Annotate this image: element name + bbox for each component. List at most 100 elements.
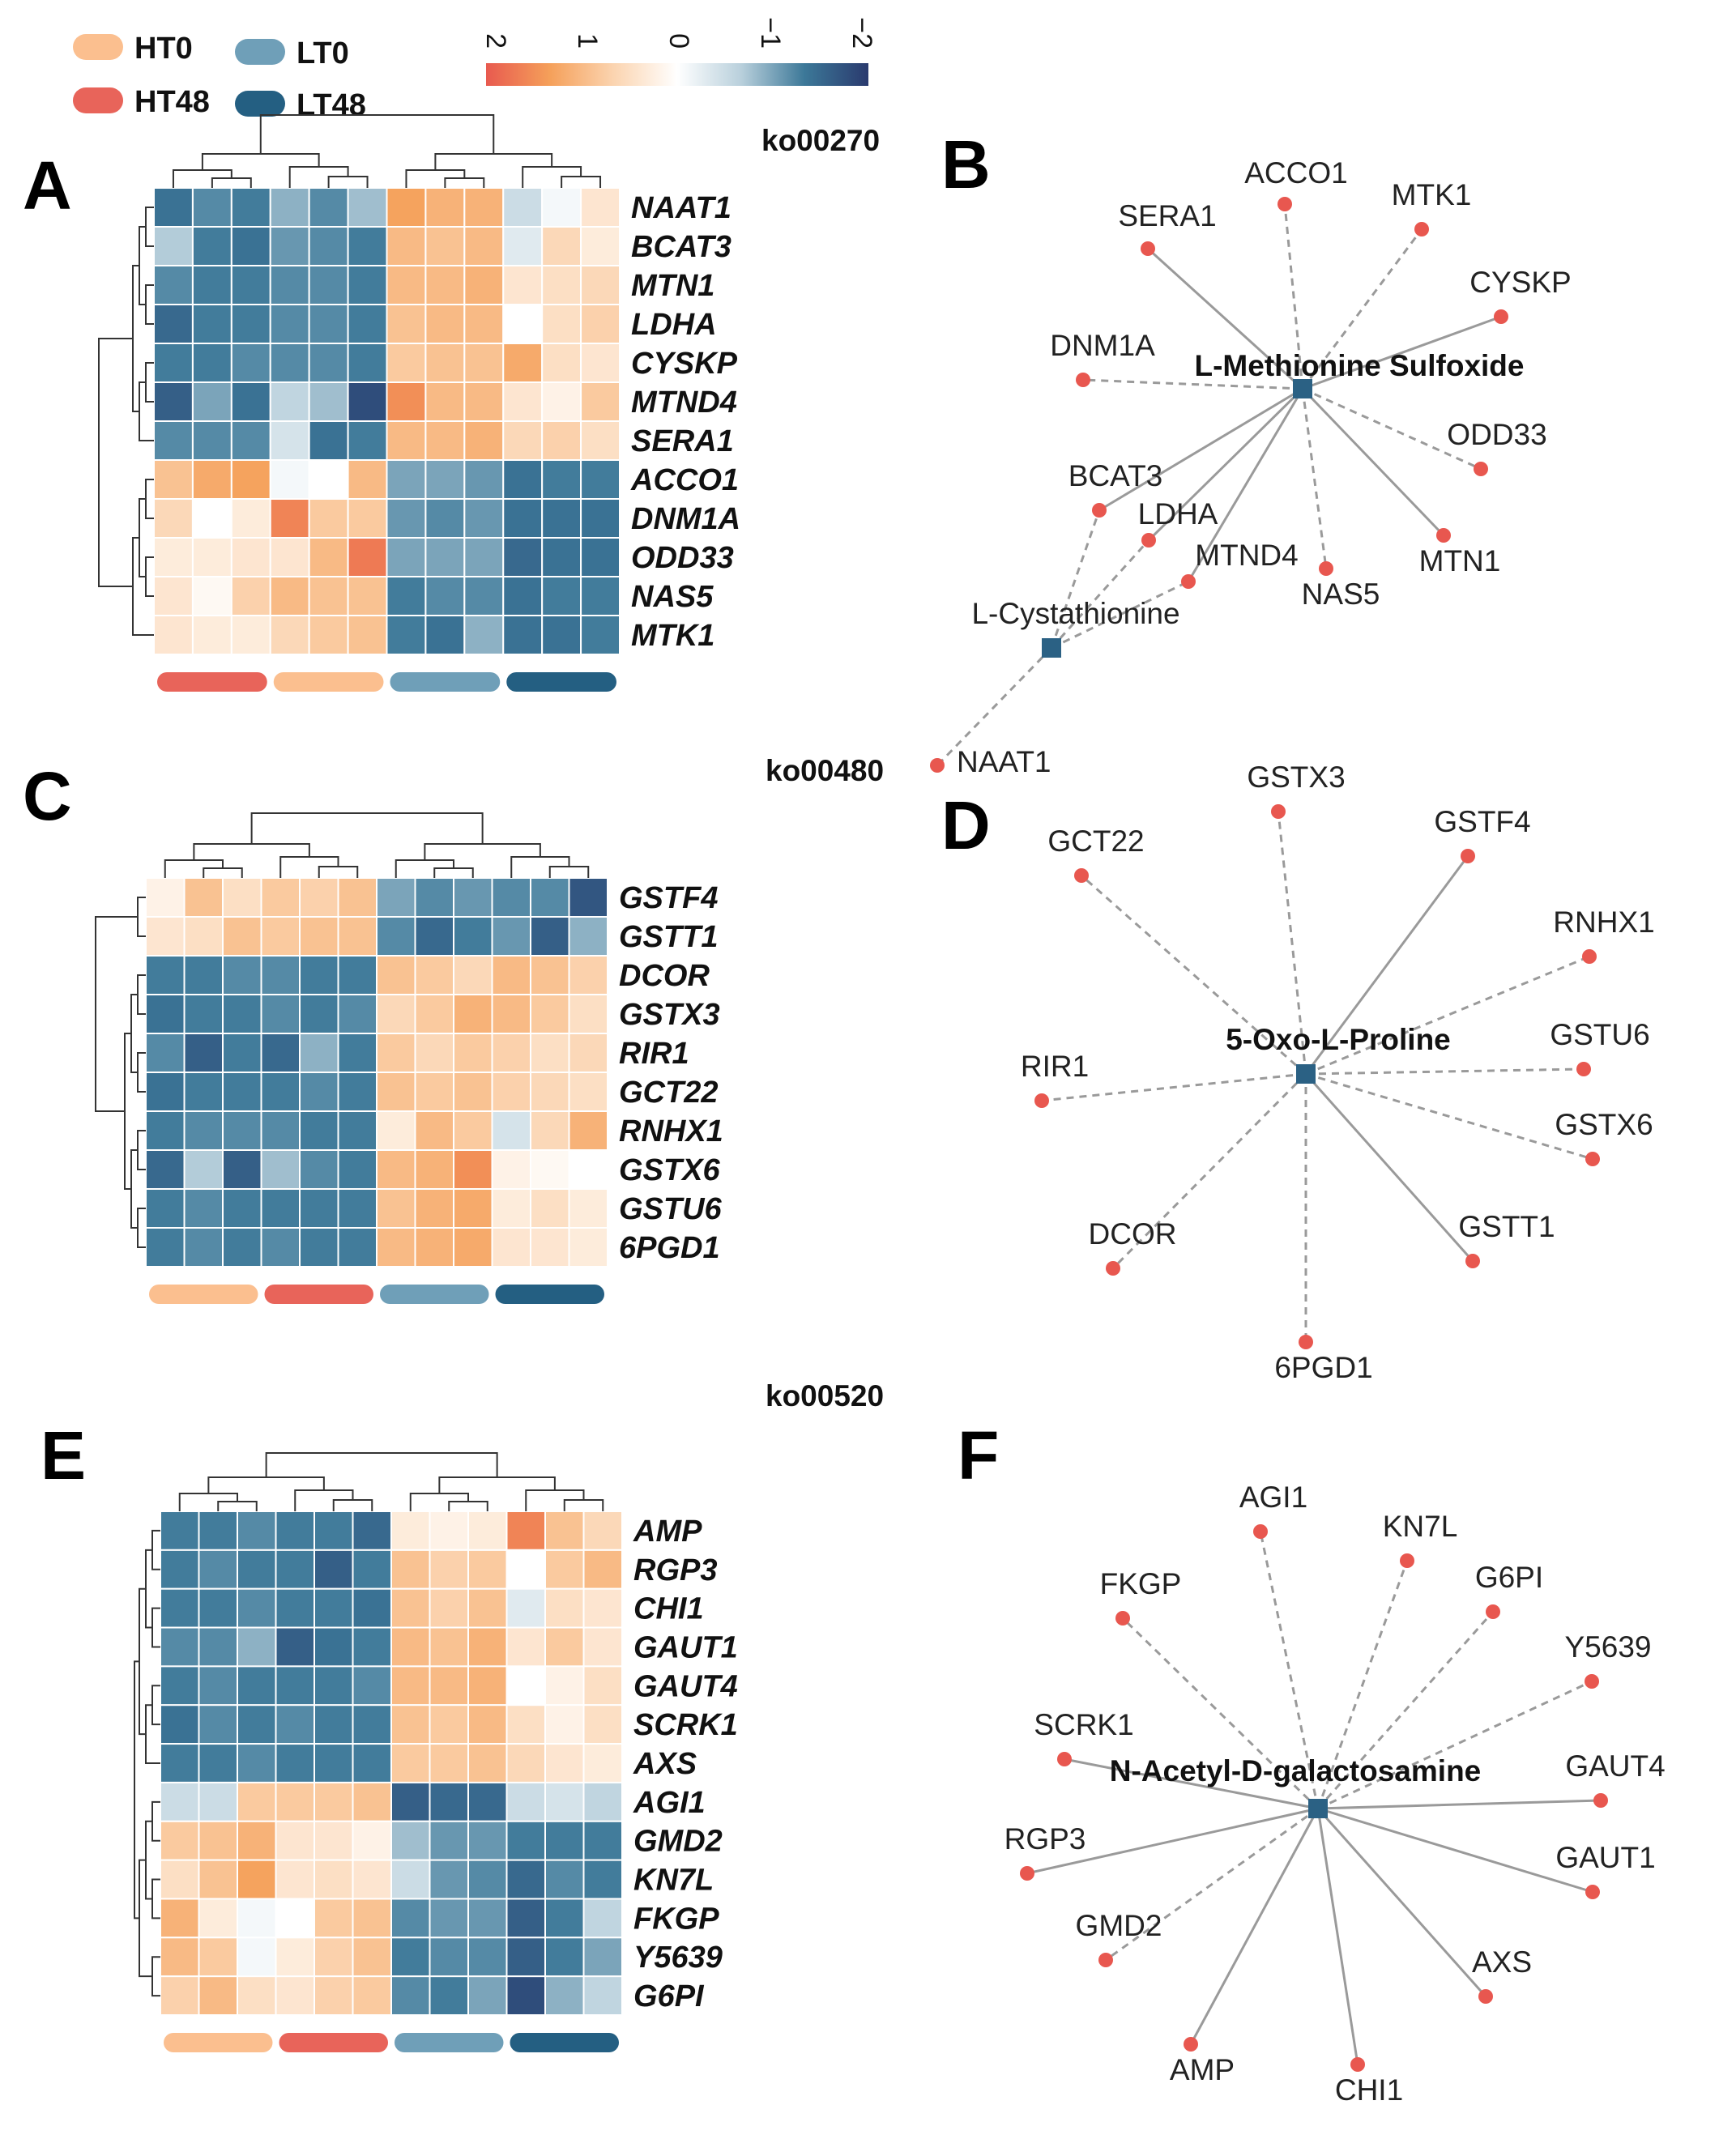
- legend-swatch-lt48: [235, 91, 285, 117]
- heatmap-cell: [314, 1781, 354, 1822]
- heatmap-cell: [260, 1188, 301, 1229]
- heatmap-cell: [299, 1110, 339, 1151]
- heatmap-cell: [269, 459, 310, 500]
- row-dendrogram-branch: [124, 1033, 131, 1190]
- row-label-dcor: DCOR: [619, 959, 710, 993]
- gene-node-label: BCAT3: [1068, 459, 1163, 492]
- heatmap-cell: [237, 1587, 277, 1629]
- heatmap-cell: [237, 1665, 277, 1706]
- heatmap-cell: [580, 381, 621, 422]
- network-edge: [1081, 874, 1307, 1076]
- heatmap-cell: [467, 1704, 508, 1745]
- heatmap-cell: [390, 1975, 431, 2016]
- row-label-kn7l: KN7L: [633, 1864, 714, 1898]
- colorbar: 2 1 0 −1 −2: [480, 17, 877, 86]
- heatmap-cell: [260, 916, 301, 957]
- network-edge: [1050, 539, 1150, 650]
- row-dendrogram-branch: [134, 1660, 139, 1920]
- heatmap-cell: [386, 265, 427, 305]
- heatmap-cell: [145, 1110, 186, 1151]
- heatmap-cell: [424, 420, 466, 461]
- heatmap-cell: [347, 187, 388, 228]
- legend-swatch-ht0: [73, 34, 123, 60]
- heatmap-cell: [502, 459, 544, 500]
- gene-node-label: ODD33: [1447, 418, 1546, 451]
- gene-node-6pgd1: [1299, 1335, 1313, 1349]
- heatmap-cell: [390, 1510, 431, 1551]
- heatmap-cell: [145, 1227, 186, 1268]
- gene-node-cyskp: [1494, 309, 1508, 324]
- gene-node-label: CHI1: [1335, 2073, 1403, 2107]
- row-dendrogram-branch: [145, 207, 154, 247]
- heatmap-cell: [198, 1743, 238, 1783]
- heatmap-cell: [568, 1033, 608, 1073]
- heatmap-cell: [467, 1859, 508, 1900]
- heatmap-cell: [530, 955, 570, 995]
- heatmap-cell: [160, 1626, 200, 1668]
- heatmap-cell: [544, 1743, 585, 1783]
- gene-node-label: GSTX6: [1555, 1108, 1653, 1141]
- gene-node-label: AXS: [1472, 1945, 1532, 1979]
- heatmap-cell: [260, 877, 301, 918]
- heatmap-cell: [568, 877, 608, 918]
- heatmap-cell: [502, 226, 544, 266]
- heatmap-cell: [308, 459, 349, 500]
- compound-node-label: 5-Oxo-L-Proline: [1226, 1023, 1451, 1056]
- heatmap-cell: [386, 381, 427, 422]
- heatmap-cell: [582, 1975, 623, 2016]
- heatmap-cell: [191, 265, 232, 305]
- heatmap-cell: [463, 615, 505, 655]
- row-label-gaut4: GAUT4: [633, 1669, 738, 1703]
- heatmap-cell: [414, 1033, 454, 1073]
- row-label-gct22: GCT22: [619, 1076, 718, 1110]
- heatmap-cell: [414, 1072, 454, 1112]
- heatmap-cell: [582, 1665, 623, 1706]
- heatmap-cell: [230, 226, 271, 266]
- gene-node-rgp3: [1020, 1866, 1034, 1881]
- row-label-sera1: SERA1: [631, 424, 734, 458]
- heatmap-cell: [153, 265, 194, 305]
- network-edge: [1317, 1680, 1593, 1810]
- heatmap-cell: [352, 1665, 392, 1706]
- heatmap-cell: [145, 1033, 186, 1073]
- gene-node-gaut4: [1593, 1793, 1608, 1808]
- heatmap-cell: [269, 304, 310, 344]
- heatmap-cell: [414, 1110, 454, 1151]
- row-dendrogram-branch: [145, 479, 154, 519]
- group-bar-ht0: [164, 2033, 273, 2052]
- heatmap-cell: [505, 1781, 546, 1822]
- network-edge: [1301, 228, 1423, 390]
- heatmap-cell: [299, 1072, 339, 1112]
- row-label-rir1: RIR1: [619, 1037, 689, 1071]
- gene-node-label: GSTX3: [1247, 761, 1345, 794]
- heatmap-cell: [390, 1781, 431, 1822]
- heatmap-cell: [198, 1781, 238, 1822]
- heatmap-cell: [347, 381, 388, 422]
- heatmap-cell: [352, 1820, 392, 1861]
- heatmap-cell: [314, 1743, 354, 1783]
- row-dendrogram-branch: [132, 537, 154, 636]
- heatmap-cell: [269, 265, 310, 305]
- row-label-mtk1: MTK1: [631, 619, 714, 653]
- heatmap-cell: [491, 916, 531, 957]
- heatmap-cell: [467, 1587, 508, 1629]
- row-label-6pgd1: 6PGD1: [619, 1231, 720, 1265]
- heatmap-cell: [198, 1820, 238, 1861]
- network-edge: [1316, 1611, 1495, 1809]
- heatmap-cell: [505, 1587, 546, 1629]
- heatmap-cell: [544, 1665, 585, 1706]
- heatmap-cell: [467, 1743, 508, 1783]
- gene-node-rnhx1: [1582, 949, 1597, 964]
- heatmap-panel-c: GSTF4 GSTT1 DCOR GSTX3 RIR1 GCT22 RNHX1 GSTX6 GS…: [95, 812, 723, 1304]
- heatmap-cell: [544, 1549, 585, 1590]
- network-edge: [1305, 1067, 1585, 1076]
- heatmap-cell: [544, 1510, 585, 1551]
- heatmap-cell: [237, 1549, 277, 1590]
- network-edge: [936, 646, 1053, 767]
- heatmap-cell: [414, 877, 454, 918]
- colorbar-tick: 0: [663, 33, 694, 49]
- heatmap-cell: [544, 1626, 585, 1668]
- heatmap-cell: [183, 1149, 224, 1190]
- heatmap-cell: [222, 994, 262, 1034]
- row-dendrogram-branch: [139, 498, 146, 577]
